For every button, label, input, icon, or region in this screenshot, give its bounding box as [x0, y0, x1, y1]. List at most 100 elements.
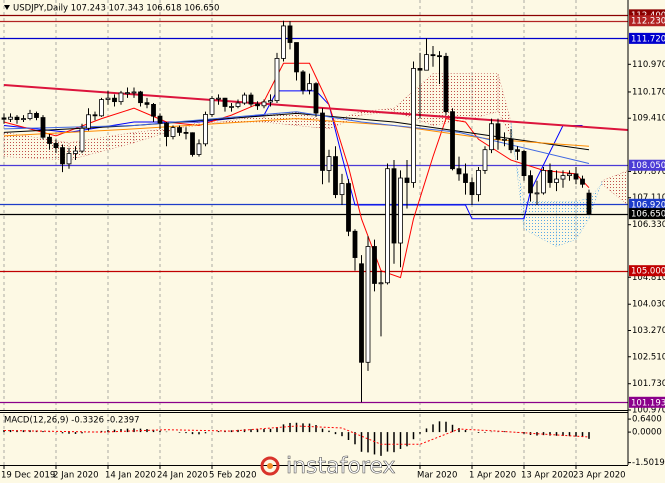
level-box — [629, 265, 665, 277]
candle-body — [8, 116, 13, 120]
x-tick-label: 23 Apr 2020 — [573, 471, 626, 481]
candle-body — [248, 94, 254, 105]
candle-body — [164, 122, 169, 137]
candle-body — [385, 168, 390, 284]
level-label: 106.920 — [631, 200, 665, 210]
cloud-segment — [497, 73, 512, 136]
candle-body — [391, 168, 397, 244]
candle-body — [209, 98, 215, 115]
candle-body — [573, 173, 579, 180]
x-tick-label: 2 Jan 2020 — [53, 471, 99, 481]
candle-body — [1, 117, 7, 120]
candle-body — [443, 55, 449, 113]
candle-body — [261, 101, 267, 107]
candle-body — [157, 115, 163, 124]
candle-body — [112, 97, 117, 103]
candle-body — [482, 149, 488, 171]
level-label: 112.230 — [631, 17, 665, 27]
candle-body — [138, 91, 143, 104]
cloud-segment — [601, 170, 629, 206]
candle-body — [580, 178, 585, 185]
chart-title: USDJPY,Daily 107.243 107.343 106.618 106… — [13, 4, 219, 14]
candle-body — [437, 55, 442, 58]
candle-body — [313, 83, 319, 114]
candle-body — [398, 177, 403, 244]
candle-body — [92, 114, 98, 117]
candle-body — [105, 97, 111, 100]
y-tick-label: 0.0000 — [632, 428, 662, 438]
x-tick-label: 14 Jan 2020 — [105, 471, 156, 481]
candle-body — [378, 282, 384, 285]
level-box — [629, 32, 665, 44]
indicator-line — [3, 118, 590, 147]
candle-body — [190, 132, 195, 155]
watermark-logo — [267, 463, 273, 469]
y-tick-label: 104.030 — [632, 300, 665, 310]
candle-body — [359, 263, 364, 363]
level-label: 101.193 — [631, 398, 665, 408]
candle-body — [528, 175, 533, 194]
candle-body — [66, 153, 72, 165]
candle-body — [521, 151, 527, 177]
overlay-layer: 110.970 110.170 109.410 107.870 107.110 106.3… — [1, 9, 665, 481]
cloud-segment — [575, 197, 590, 241]
candle-body — [560, 175, 566, 180]
candle-body — [144, 102, 150, 105]
cloud-segment — [556, 201, 577, 247]
candle-body — [411, 68, 416, 183]
candle-body — [476, 170, 481, 196]
candle-body — [502, 138, 507, 141]
candle-body — [183, 132, 189, 134]
y-tick-label: 101.730 — [632, 379, 665, 389]
candle-body — [495, 123, 501, 140]
candle-body — [541, 170, 546, 194]
candle-body — [274, 58, 280, 101]
candle-body — [300, 71, 306, 91]
indicator-line — [3, 112, 590, 151]
cloud-segment — [471, 73, 499, 119]
x-tick-label: 5 Feb 2020 — [209, 471, 257, 481]
candle-body — [21, 118, 26, 121]
level-box — [629, 159, 665, 171]
candle-body — [79, 127, 85, 152]
candle-body — [34, 112, 39, 118]
candle-body — [547, 170, 553, 183]
candle-body — [203, 114, 208, 145]
y-tick-label: 102.510 — [632, 352, 665, 362]
level-label: 108.050 — [631, 161, 665, 171]
level-box — [629, 208, 665, 220]
candle-body — [235, 102, 241, 107]
candle-body — [320, 112, 325, 171]
watermark: instaforex — [260, 454, 396, 479]
symbol-icon — [4, 5, 10, 10]
level-box — [629, 9, 665, 21]
y-tick-label: -1.5019 — [632, 458, 665, 468]
candle-body — [352, 230, 358, 258]
y-tick-label: 106.330 — [632, 220, 665, 230]
candle-body — [14, 116, 20, 121]
candle-body — [326, 156, 332, 171]
candle-body — [515, 149, 520, 152]
candle-body — [40, 117, 46, 138]
candle-body — [255, 103, 260, 107]
candle-body — [86, 114, 91, 129]
y-tick-label: 104.810 — [632, 273, 665, 283]
candle-body — [346, 183, 351, 232]
y-tick-label: 110.970 — [632, 60, 665, 70]
y-tick-label: 107.110 — [632, 193, 665, 203]
watermark-text: instaforex — [286, 454, 396, 479]
candle-body — [99, 99, 104, 117]
candle-body — [534, 192, 540, 195]
candle-body — [47, 136, 52, 144]
x-tick-label: 19 Dec 2019 — [1, 471, 55, 481]
x-tick-label: 24 Jan 2020 — [157, 471, 208, 481]
x-tick-label: 1 Apr 2020 — [469, 471, 516, 481]
candle-body — [170, 127, 176, 137]
candle-body — [151, 104, 156, 117]
cloud-segment — [510, 122, 525, 230]
candle-body — [456, 168, 462, 175]
candle-body — [333, 156, 338, 196]
candle-body — [73, 150, 78, 154]
plot-layer — [0, 0, 629, 465]
